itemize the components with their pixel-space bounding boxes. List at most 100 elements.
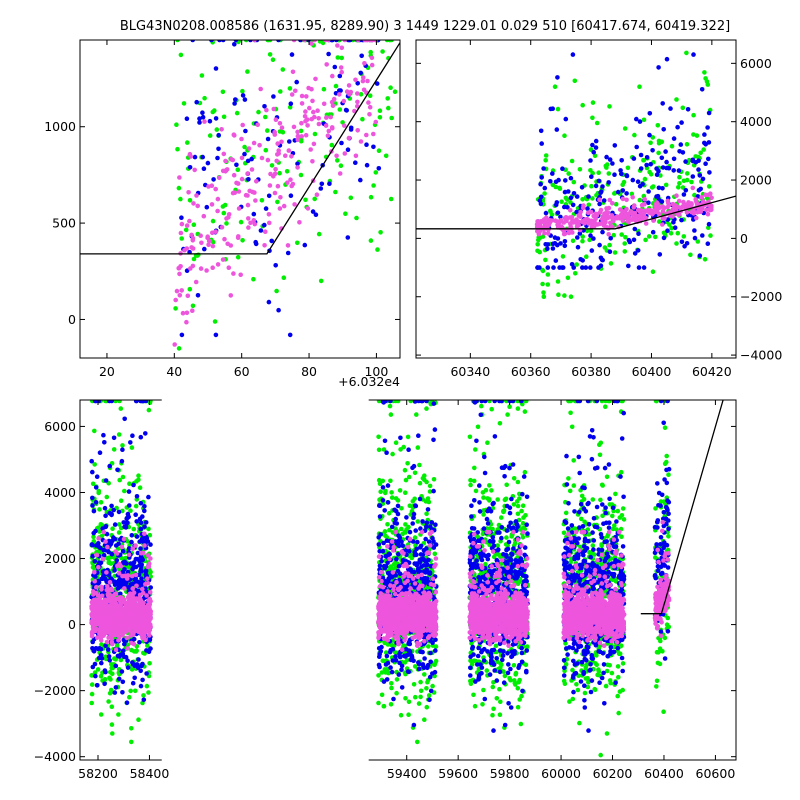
data-point — [303, 132, 309, 138]
data-point — [660, 186, 665, 191]
data-point — [676, 198, 682, 204]
data-point — [98, 522, 104, 527]
data-point — [110, 526, 115, 531]
data-point — [571, 218, 577, 224]
data-point — [420, 662, 426, 667]
data-point — [385, 560, 390, 566]
data-point — [292, 202, 297, 207]
data-point — [680, 150, 686, 155]
data-point — [670, 214, 675, 219]
data-point — [657, 252, 663, 257]
data-point — [388, 412, 394, 417]
data-point — [131, 563, 137, 569]
data-point — [142, 543, 147, 548]
data-point — [136, 717, 141, 722]
data-point — [98, 638, 104, 643]
data-point — [585, 206, 590, 211]
data-point — [571, 191, 577, 196]
data-point — [210, 218, 216, 224]
data-point — [362, 61, 367, 66]
data-point — [394, 597, 400, 602]
data-point — [122, 488, 127, 494]
data-point — [677, 181, 682, 186]
data-point — [139, 600, 144, 606]
data-point — [416, 666, 422, 672]
data-point — [656, 140, 662, 146]
data-point — [101, 547, 106, 553]
data-point — [653, 207, 659, 213]
data-point — [179, 288, 184, 293]
data-point — [593, 183, 599, 189]
data-point — [409, 653, 415, 658]
data-point — [426, 644, 431, 649]
data-point — [245, 69, 250, 74]
data-point — [147, 609, 153, 615]
data-point — [433, 658, 439, 664]
data-point — [125, 569, 131, 575]
data-point — [387, 649, 393, 655]
data-point — [193, 279, 199, 285]
data-point — [112, 690, 118, 695]
data-point — [146, 690, 151, 695]
data-point — [118, 600, 124, 606]
data-point — [129, 667, 135, 672]
data-point — [656, 203, 661, 208]
data-point — [377, 481, 383, 487]
data-point — [128, 440, 133, 445]
data-point — [395, 568, 401, 574]
data-point — [568, 207, 573, 213]
data-point — [138, 683, 144, 689]
data-point — [606, 180, 611, 185]
data-point — [246, 216, 251, 221]
data-point — [703, 76, 708, 81]
data-point — [178, 230, 184, 236]
data-point — [574, 209, 579, 215]
data-point — [600, 229, 605, 235]
data-point — [383, 153, 389, 159]
data-point — [391, 587, 396, 593]
data-point — [116, 676, 122, 682]
data-point — [210, 230, 215, 236]
data-point — [133, 543, 138, 548]
data-point — [601, 198, 607, 203]
data-point — [628, 209, 634, 214]
data-point — [224, 221, 229, 226]
data-point — [111, 535, 116, 540]
data-point — [364, 142, 369, 147]
data-point — [137, 516, 143, 522]
data-point — [589, 183, 594, 189]
data-point — [113, 400, 118, 404]
data-point — [109, 613, 115, 619]
data-point — [194, 99, 199, 105]
data-point — [562, 133, 567, 138]
data-point — [406, 524, 411, 530]
data-point — [580, 197, 585, 202]
data-point — [346, 83, 352, 88]
data-point — [399, 685, 405, 690]
data-point — [323, 40, 328, 43]
data-point — [235, 235, 241, 240]
data-point — [191, 222, 197, 227]
data-point — [545, 231, 551, 236]
data-point — [255, 122, 260, 128]
data-point — [666, 202, 672, 208]
data-point — [91, 530, 96, 536]
data-point — [197, 116, 202, 121]
data-point — [552, 84, 558, 89]
data-point — [562, 239, 568, 244]
data-point — [92, 559, 98, 564]
data-point — [209, 202, 215, 207]
data-point — [220, 89, 226, 95]
data-point — [366, 100, 371, 105]
data-point — [377, 503, 383, 509]
data-point — [239, 176, 245, 182]
data-point — [619, 212, 624, 217]
data-point — [174, 122, 179, 127]
data-point — [233, 97, 238, 102]
x-offset-label: +6.032e4 — [338, 374, 400, 389]
data-point — [428, 650, 433, 656]
data-point — [380, 485, 386, 490]
data-point — [404, 563, 410, 569]
data-point — [338, 163, 344, 168]
